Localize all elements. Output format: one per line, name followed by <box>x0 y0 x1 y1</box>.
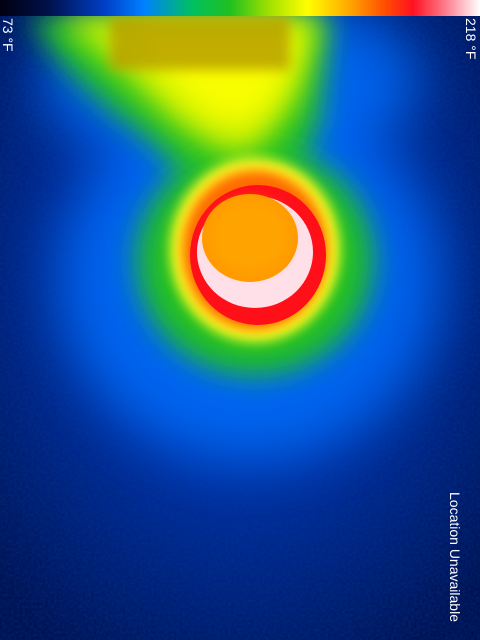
location-status-text: Location Unavailable <box>447 492 463 622</box>
min-temperature-label: 73 °F <box>0 18 16 52</box>
max-temperature-label: 218 °F <box>463 18 479 60</box>
color-palette-bar <box>0 0 480 16</box>
